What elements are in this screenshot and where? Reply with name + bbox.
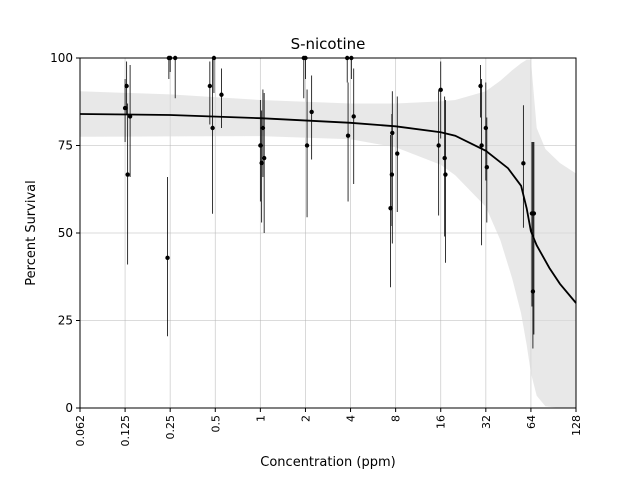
- data-point: [438, 87, 443, 93]
- data-point: [351, 114, 356, 119]
- data-point: [389, 172, 395, 177]
- x-tick-label: 1: [254, 415, 267, 422]
- x-axis-label: Concentration (ppm): [260, 455, 395, 470]
- y-tick-label: 0: [65, 401, 73, 415]
- data-point: [484, 165, 490, 170]
- x-tick-label: 32: [480, 415, 493, 429]
- x-tick-label: 0.062: [74, 415, 87, 447]
- data-point: [530, 289, 536, 294]
- x-tick-label: 0.25: [164, 415, 177, 440]
- x-tick-label: 0.5: [209, 415, 222, 433]
- y-tick-label: 25: [58, 314, 73, 328]
- data-point: [127, 114, 133, 119]
- data-point: [395, 151, 400, 156]
- data-point: [521, 161, 526, 166]
- fit-line: [79, 113, 577, 304]
- y-axis-label: Percent Survival: [24, 180, 39, 285]
- data-point: [165, 255, 170, 261]
- data-point: [531, 211, 537, 216]
- y-axis: 0 25 50 75 100: [50, 51, 80, 415]
- confidence-band: [80, 59, 576, 409]
- y-tick-label: 100: [50, 51, 73, 65]
- data-point: [304, 143, 310, 148]
- chart-title: S-nicotine: [291, 35, 366, 53]
- data-point: [124, 83, 129, 89]
- data-point: [125, 172, 130, 177]
- x-tick-label: 128: [570, 415, 583, 436]
- x-axis: 0.062 0.125 0.25 0.5 1 2 4 8 16 32 64 128: [74, 408, 583, 447]
- y-tick-label: 50: [58, 226, 73, 240]
- data-point: [443, 172, 448, 177]
- x-tick-label: 16: [435, 415, 448, 429]
- data-point: [479, 143, 484, 148]
- data-point: [219, 92, 224, 97]
- x-tick-label: 4: [345, 415, 358, 422]
- data-point: [345, 133, 351, 138]
- data-point: [483, 125, 489, 131]
- data-point: [436, 143, 441, 148]
- ci-band-area: [80, 59, 576, 409]
- fit-curve: [79, 113, 577, 304]
- x-tick-label: 0.125: [119, 415, 132, 447]
- x-tick-label: 2: [299, 415, 312, 422]
- y-tick-label: 75: [58, 139, 73, 153]
- data-point: [309, 109, 314, 115]
- data-point: [390, 130, 395, 136]
- data-points: [122, 55, 537, 349]
- data-point: [261, 155, 267, 161]
- data-point: [442, 155, 447, 161]
- data-point: [122, 105, 128, 111]
- data-point: [207, 83, 213, 89]
- x-tick-label: 64: [525, 415, 538, 429]
- x-tick-label: 8: [390, 415, 403, 422]
- data-point: [478, 83, 483, 89]
- data-point: [210, 125, 215, 131]
